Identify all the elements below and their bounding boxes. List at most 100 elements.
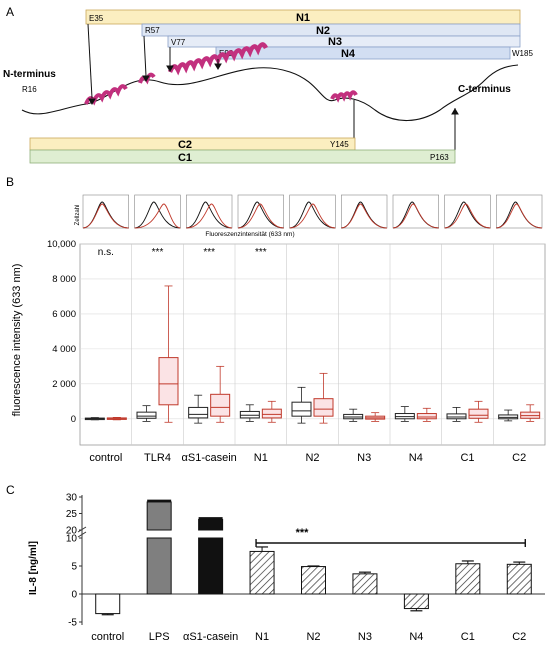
panel-a-label: A <box>6 5 14 19</box>
boxplot-category-label: N1 <box>254 452 268 464</box>
barchart-ytick: 20 <box>66 526 78 537</box>
barchart-bar <box>506 563 532 595</box>
boxplot-category-label: N4 <box>409 452 423 464</box>
panel-b-label: B <box>6 175 14 189</box>
boxplot-ytick: 4 000 <box>52 344 76 355</box>
histogram-curve-red <box>134 203 181 229</box>
barchart-ytick: 0 <box>71 590 77 601</box>
histogram-inset-frame <box>444 194 491 229</box>
boxplot-ytick: 2 000 <box>52 379 76 390</box>
histogram-inset-frame <box>186 194 233 229</box>
barchart-category-label: N4 <box>409 631 423 643</box>
barchart-ytick: 30 <box>66 493 78 504</box>
boxplot-significance: *** <box>255 247 267 258</box>
helix-4 <box>330 90 358 103</box>
histogram-inset-frame <box>289 194 336 229</box>
inset-ylabel: Zellzahl <box>75 205 81 226</box>
boxplot-box-red <box>158 357 179 406</box>
fragment-name-c2: C2 <box>178 139 192 151</box>
barchart-ytick: 25 <box>66 509 78 520</box>
fragment-start-n2: R57 <box>145 26 160 35</box>
histogram-curve-black <box>186 201 233 229</box>
fragment-end-c1: P163 <box>430 153 449 162</box>
barchart-category-label: control <box>91 631 124 643</box>
boxplot-box-black <box>239 410 260 419</box>
boxplot-significance: *** <box>152 247 164 258</box>
boxplot-ytick: 10,000 <box>47 239 76 250</box>
bar-chart: 20 25 30 -5 0 5 10 control LPS αS1-casein N1 N2 N3 N4… <box>66 493 545 643</box>
boxplot-box-black <box>498 414 519 420</box>
inset-xlabel: Fluoreszenzintensität (633 nm) <box>205 231 294 238</box>
fragment-bar-c1 <box>29 149 456 164</box>
barchart-significance: *** <box>296 527 310 539</box>
barchart-category-label: αS1-casein <box>183 631 238 643</box>
barchart-bar <box>249 550 275 595</box>
boxplot-box-black <box>188 406 209 419</box>
histogram-curve-black <box>134 201 181 229</box>
fragment-bar-n3 <box>167 35 521 48</box>
n-terminus-label: N-terminus <box>3 69 56 80</box>
boxplot-box-black <box>394 413 415 420</box>
boxplot-category-label: αS1-casein <box>182 452 237 464</box>
boxplot-box-red <box>210 393 231 417</box>
protein-backbone <box>21 64 519 122</box>
barchart-bar <box>403 593 429 610</box>
histogram-curve-red <box>496 203 543 229</box>
boxplot-ytick: 6 000 <box>52 309 76 320</box>
histogram-inset-frame <box>496 194 543 229</box>
boxplot-ylabel: fluorescence intensity (633 nm) <box>11 264 23 417</box>
fragment-bar-n4 <box>215 46 511 60</box>
histogram-curve-black <box>237 201 284 229</box>
fragment-name-n4: N4 <box>341 48 356 60</box>
barchart-category-label: C1 <box>461 631 475 643</box>
fragment-name-c1: C1 <box>178 152 192 164</box>
boxplot-category-label: N2 <box>305 452 319 464</box>
barchart-category-label: N2 <box>306 631 320 643</box>
barchart-category-label: C2 <box>512 631 526 643</box>
c-terminus-label: C-terminus <box>458 84 511 95</box>
boxplot-category-label: TLR4 <box>144 452 171 464</box>
histogram-inset-frame <box>134 194 181 229</box>
barchart-ylabel: IL-8 [ng/ml] <box>28 541 39 595</box>
barchart-bar <box>352 573 378 595</box>
fragment-bar-n2 <box>141 23 521 37</box>
barchart-category-label: N3 <box>358 631 372 643</box>
histogram-curve-red <box>289 203 336 229</box>
histogram-curve-red <box>186 203 233 229</box>
panel-c-label: C <box>6 483 15 497</box>
barchart-bar <box>198 537 224 595</box>
panel-a: E35 N1 R57 N2 V77 N3 E92 N4 W185 N-termi… <box>3 9 533 164</box>
residue-r16-label: R16 <box>22 85 37 94</box>
boxplot-significance: *** <box>203 247 215 258</box>
boxplot-ytick: 0 <box>71 414 76 425</box>
histogram-curve-black <box>289 201 336 229</box>
boxplot-category-label: N3 <box>357 452 371 464</box>
histogram-curve-red <box>392 203 439 229</box>
histogram-curve-red <box>237 203 284 229</box>
barchart-bar <box>301 566 326 595</box>
fragment-end-n4: W185 <box>512 49 533 58</box>
box-plot: 0 2 000 4 000 6 000 8 000 10,000 control n.s. TL… <box>47 239 546 464</box>
histogram-curve-black <box>444 201 491 229</box>
barchart-axis-break <box>77 531 87 538</box>
histogram-insets <box>82 194 543 229</box>
fragment-start-n3: V77 <box>171 38 186 47</box>
histogram-inset-frame <box>82 194 129 229</box>
barchart-bar <box>146 501 172 531</box>
barchart-bar <box>95 593 121 615</box>
boxplot-box-black <box>291 401 312 417</box>
boxplot-box-red <box>261 408 282 419</box>
boxplot-ytick: 8 000 <box>52 274 76 285</box>
histogram-inset-frame <box>392 194 439 229</box>
fragment-pointers <box>87 23 459 150</box>
histogram-inset-frame <box>341 194 388 229</box>
fragment-name-n1: N1 <box>296 12 310 24</box>
barchart-category-label: N1 <box>255 631 269 643</box>
boxplot-category-label: control <box>89 452 122 464</box>
boxplot-box-black <box>136 411 157 419</box>
boxplot-box-red <box>416 413 437 420</box>
boxplot-box-red <box>468 408 489 419</box>
barchart-bar <box>146 537 172 595</box>
barchart-ytick: -5 <box>68 618 77 629</box>
